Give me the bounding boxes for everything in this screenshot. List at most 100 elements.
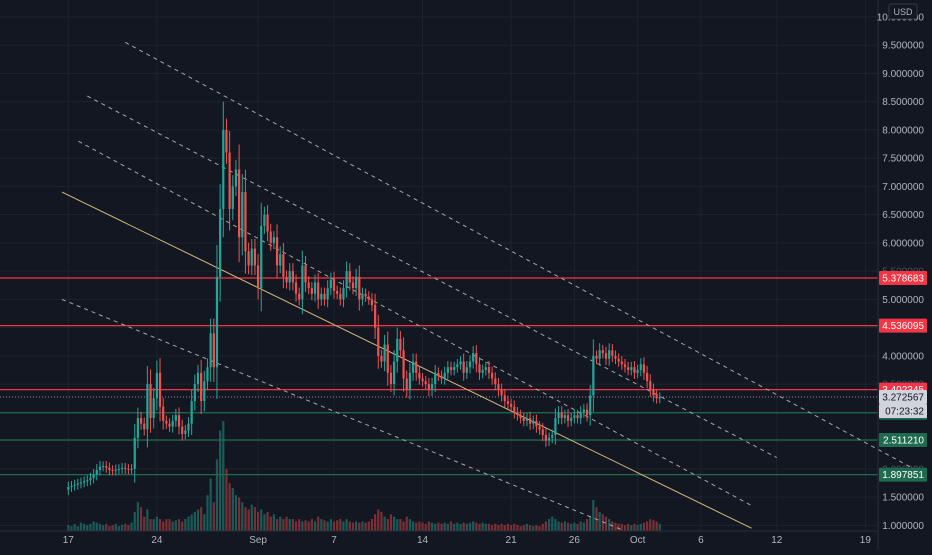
candle-body (215, 276, 219, 368)
candle-body (294, 282, 298, 294)
trend-channel[interactable] (61, 41, 917, 532)
candle-body (627, 367, 630, 371)
time-axis[interactable]: 17 24 Sep 7 14 21 26 Oct 6 12 19 (63, 535, 872, 546)
price-tick-label: 9.000000 (882, 69, 924, 80)
volume-bar (339, 519, 342, 531)
time-tick-label: 12 (771, 535, 783, 546)
volume-bar (222, 421, 225, 531)
volume-bar (76, 526, 79, 531)
volume-bar (86, 525, 89, 531)
currency-button[interactable]: USD (888, 3, 918, 20)
candle-body (168, 423, 171, 427)
candle-body (260, 225, 263, 289)
volume-bar (459, 523, 462, 531)
candle-body (111, 469, 114, 471)
volume-bar (329, 519, 332, 531)
volume-bar (361, 521, 364, 531)
candle-body (532, 420, 535, 424)
candle-body (67, 486, 70, 490)
candle-body (611, 350, 614, 356)
candle-body (219, 209, 222, 277)
volume-bar (617, 523, 620, 531)
price-tick-label: 6.000000 (882, 238, 924, 249)
volume-bar (513, 523, 516, 531)
candle-body (89, 477, 92, 481)
volume-bar (313, 521, 317, 531)
volume-bar (437, 522, 440, 531)
trend-line[interactable] (61, 191, 752, 529)
bar-countdown-badge (879, 403, 927, 418)
candle-body (143, 423, 146, 430)
volume-bar (481, 522, 484, 531)
volume-bar (573, 522, 576, 531)
price-level-badge-label: 2.511210 (883, 435, 924, 446)
volume-bar (579, 521, 582, 531)
volume-bar (171, 521, 174, 531)
candle-body (184, 430, 187, 434)
volume-bar (256, 511, 260, 531)
volume-bars (67, 421, 661, 531)
volume-bar (614, 522, 617, 531)
volume-bar (525, 523, 529, 531)
currency-label: USD (893, 7, 913, 17)
candle-body (225, 129, 228, 153)
candle-body (535, 420, 538, 427)
candle-body (392, 361, 396, 385)
candle-body (652, 389, 655, 396)
volume-bar (468, 522, 472, 531)
candle-body (497, 384, 500, 390)
candle-body (307, 282, 310, 289)
candle-body (187, 423, 190, 431)
candle-body (313, 282, 317, 294)
candle-body (149, 384, 152, 419)
volume-bar (348, 521, 351, 531)
volume-bar (449, 521, 453, 531)
candle-body (639, 364, 642, 371)
volume-bar (193, 511, 196, 531)
candle-body (405, 378, 408, 390)
price-tick-label: 4.000000 (882, 351, 924, 362)
volume-bar (111, 525, 114, 531)
candle-body (171, 420, 174, 427)
candle-body (554, 418, 557, 435)
volume-bar (411, 521, 415, 531)
candle-body (456, 364, 459, 368)
volume-bar (491, 525, 494, 531)
volume-bar (649, 519, 652, 531)
candle-body (181, 426, 184, 434)
candle-body (620, 361, 623, 365)
volume-bar (114, 523, 117, 531)
candle-body (196, 372, 200, 385)
candle-body (443, 372, 446, 379)
volume-bar (383, 516, 386, 531)
volume-bar (636, 525, 639, 531)
candle-body (247, 251, 250, 266)
channel-line-dashed[interactable] (87, 95, 778, 459)
volume-bar (203, 514, 206, 531)
volume-bar (421, 522, 424, 531)
volume-bar (130, 522, 133, 531)
candle-body (73, 484, 76, 486)
volume-bar (212, 502, 215, 531)
price-level-badge (879, 318, 927, 333)
candle-body (573, 415, 576, 419)
channel-line-dashed[interactable] (61, 298, 626, 532)
volume-bar (604, 516, 608, 531)
volume-bar (623, 525, 627, 531)
channel-line-dashed[interactable] (125, 41, 917, 471)
volume-bar (377, 509, 380, 531)
candle-body (348, 271, 351, 283)
candle-body (563, 415, 566, 419)
candle-body (446, 367, 449, 373)
candle-body (361, 293, 364, 300)
volume-bar (538, 526, 541, 531)
candle-body (263, 214, 266, 226)
candle-body (364, 293, 367, 297)
candle-body (484, 367, 487, 371)
last-price-badge-label: 3.272567 (882, 392, 924, 403)
volume-bar (124, 523, 127, 531)
candle-body (383, 344, 386, 362)
candle-body (421, 378, 424, 382)
